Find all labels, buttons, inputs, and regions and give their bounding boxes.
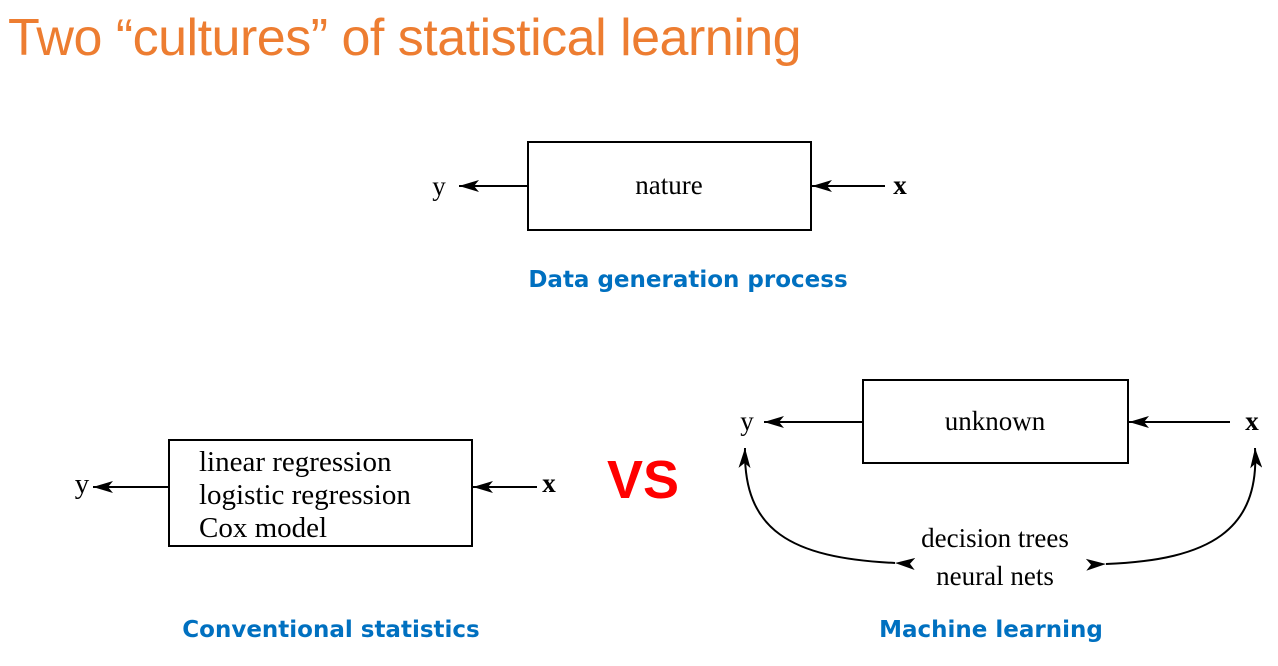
unknown-input-x-label: x xyxy=(1245,406,1259,436)
model-box-line-1: linear regression xyxy=(199,446,392,478)
machine-learning-diagram: unknown y x decision trees neural nets M… xyxy=(738,379,1263,643)
model-input-x-label: x xyxy=(542,468,556,498)
left-curved-double-arrow xyxy=(738,447,916,570)
method-line-1: decision trees xyxy=(921,523,1069,553)
model-box-line-3: Cox model xyxy=(199,512,327,544)
unknown-output-y-label: y xyxy=(740,406,754,436)
nature-input-x-label: x xyxy=(893,170,907,200)
model-output-y-label: y xyxy=(75,468,90,500)
unknown-box-label: unknown xyxy=(945,406,1046,436)
conventional-statistics-diagram: linear regression logistic regression Co… xyxy=(75,439,556,643)
data-generation-diagram: nature y x Data generation process xyxy=(432,141,907,293)
slide-title: Two “cultures” of statistical learning xyxy=(8,9,802,67)
data-generation-caption: Data generation process xyxy=(528,267,847,293)
conventional-statistics-caption: Conventional statistics xyxy=(182,617,479,643)
model-box-line-2: logistic regression xyxy=(199,479,411,511)
method-line-2: neural nets xyxy=(936,561,1054,591)
model-box xyxy=(168,439,473,547)
machine-learning-caption: Machine learning xyxy=(879,617,1103,643)
nature-output-y-label: y xyxy=(432,171,446,201)
nature-box-label: nature xyxy=(635,170,702,200)
right-curved-double-arrow xyxy=(1085,447,1263,571)
vs-label: VS xyxy=(607,450,679,510)
